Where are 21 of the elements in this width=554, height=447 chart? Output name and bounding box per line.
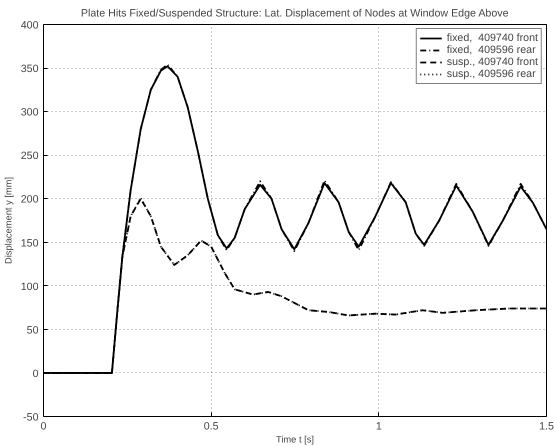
y-tick-label: 150 [20,237,39,250]
y-tick-label: -50 [23,412,39,424]
x-tick-label: 0 [40,420,47,432]
x-axis-title: Time t [s] [276,434,314,444]
chart-title: Plate Hits Fixed/Suspended Structure: Lat. Displacement of Nodes at Window Edge Above [80,8,509,20]
y-tick-label: 300 [20,106,39,119]
x-tick-label: 0.5 [204,420,219,432]
y-tick-label: 350 [20,63,39,76]
x-tick-label: 1.5 [539,420,554,432]
x-tick-label: 1 [376,420,382,432]
y-tick-label: 0 [32,368,39,380]
legend-label: susp., 409596 rear [446,68,536,80]
legend-label: fixed, 409596 rear [446,44,536,56]
y-axis-title: Displacement y [mm] [4,176,14,264]
legend-label: fixed, 409740 front [446,32,538,44]
y-tick-label: 50 [26,324,39,336]
y-tick-label: 250 [20,150,39,162]
y-tick-label: 400 [20,20,39,32]
legend-label: susp., 409740 front [446,56,538,68]
y-tick-label: 200 [20,194,39,206]
y-tick-label: 100 [20,280,39,293]
